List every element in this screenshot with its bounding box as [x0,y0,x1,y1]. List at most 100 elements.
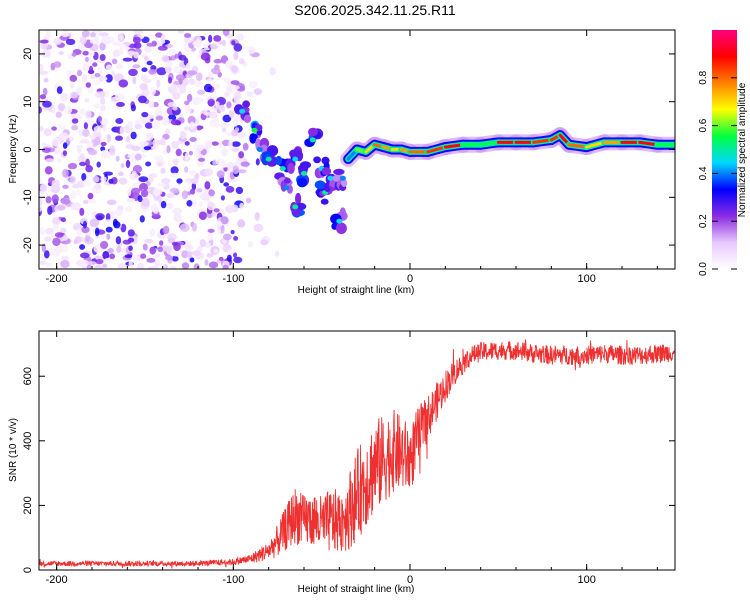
noise-speckle [52,223,59,231]
noise-speckle [70,190,77,200]
noise-speckle [97,115,103,122]
noise-speckle [68,137,74,142]
noise-speckle [172,66,182,73]
transition-blob-core [309,137,316,143]
noise-speckle [269,67,276,76]
spectrogram-xtick-label: 100 [577,273,595,285]
noise-speckle [71,118,79,124]
spectrogram-xtick-label: 0 [407,273,413,285]
ridge-core [585,140,606,149]
noise-speckle [62,150,67,157]
noise-speckle [97,66,102,75]
noise-speckle [164,66,172,74]
noise-speckle [150,65,157,71]
noise-speckle [69,176,76,184]
snr-ytick-label: 400 [22,432,34,450]
noise-speckle [155,115,163,121]
noise-speckle [57,124,66,131]
noise-speckle [156,182,166,187]
noise-speckle [161,116,170,126]
noise-speckle [143,56,149,61]
noise-speckle [71,124,79,131]
noise-speckle [60,198,71,205]
noise-speckle [79,36,87,45]
noise-speckle [153,187,161,197]
noise-speckle [105,74,113,83]
noise-speckle [148,174,154,183]
noise-speckle [222,264,229,269]
noise-speckle [81,226,90,234]
noise-speckle [60,244,69,253]
noise-speckle [184,47,193,53]
noise-speckle [107,248,114,254]
noise-speckle [231,141,241,147]
noise-speckle [216,170,225,179]
noise-speckle [198,97,204,103]
noise-speckle [165,255,173,261]
colorbar-tick-label: 0.2 [698,214,709,228]
noise-speckle [93,103,101,109]
noise-speckle [208,34,213,43]
noise-speckle [154,253,161,258]
noise-speckle [167,102,177,107]
noise-speckle [85,110,92,119]
snr-xlabel: Height of straight line (km) [298,584,415,595]
noise-speckle [204,181,211,190]
noise-speckle [77,148,82,154]
noise-speckle [138,176,149,183]
noise-speckle [96,161,101,168]
noise-speckle [52,146,62,155]
noise-speckle [82,62,90,72]
noise-speckle [189,121,195,130]
noise-speckle [146,257,156,263]
noise-speckle [120,247,125,253]
noise-speckle [224,205,235,214]
noise-speckle [100,240,109,250]
noise-speckle [85,165,93,173]
noise-speckle [105,64,113,71]
noise-speckle [166,193,175,199]
noise-speckle [160,34,166,43]
noise-speckle [131,187,141,195]
noise-speckle [119,126,125,135]
noise-speckle [156,67,167,76]
noise-speckle [170,166,179,175]
noise-speckle [79,108,86,115]
noise-speckle [87,261,97,266]
noise-speckle [99,97,106,105]
noise-speckle [84,98,90,103]
noise-speckle [64,105,73,114]
noise-speckle [79,161,87,167]
noise-speckle [200,192,209,201]
noise-speckle [157,161,163,167]
noise-speckle [42,100,52,108]
noise-speckle [141,198,150,207]
noise-speckle [196,125,202,131]
noise-speckle [206,78,213,83]
noise-speckle [128,260,133,268]
noise-speckle [232,165,239,175]
noise-speckle [39,126,44,132]
noise-speckle [173,159,179,166]
noise-speckle [230,80,240,85]
transition-blob-core [279,166,286,172]
noise-speckle [127,187,132,196]
transition-blob-core [292,204,299,210]
noise-speckle [94,227,100,237]
noise-speckle [69,74,78,82]
noise-speckle [118,171,124,177]
noise-speckle [163,264,169,269]
noise-speckle [124,206,132,212]
noise-speckle [154,155,164,162]
snr-panel: -200 -100 0 100 0 200 400 600 Height of straigh… [8,330,676,595]
snr-xtick-label: -200 [46,574,68,586]
noise-speckle [147,265,158,269]
noise-speckle [143,146,151,151]
noise-speckle [60,217,66,223]
noise-speckle [188,150,193,156]
noise-speckle [233,95,241,101]
noise-speckle [51,194,59,204]
noise-speckle [59,227,67,234]
noise-speckle [99,54,106,61]
noise-speckle [137,262,144,269]
